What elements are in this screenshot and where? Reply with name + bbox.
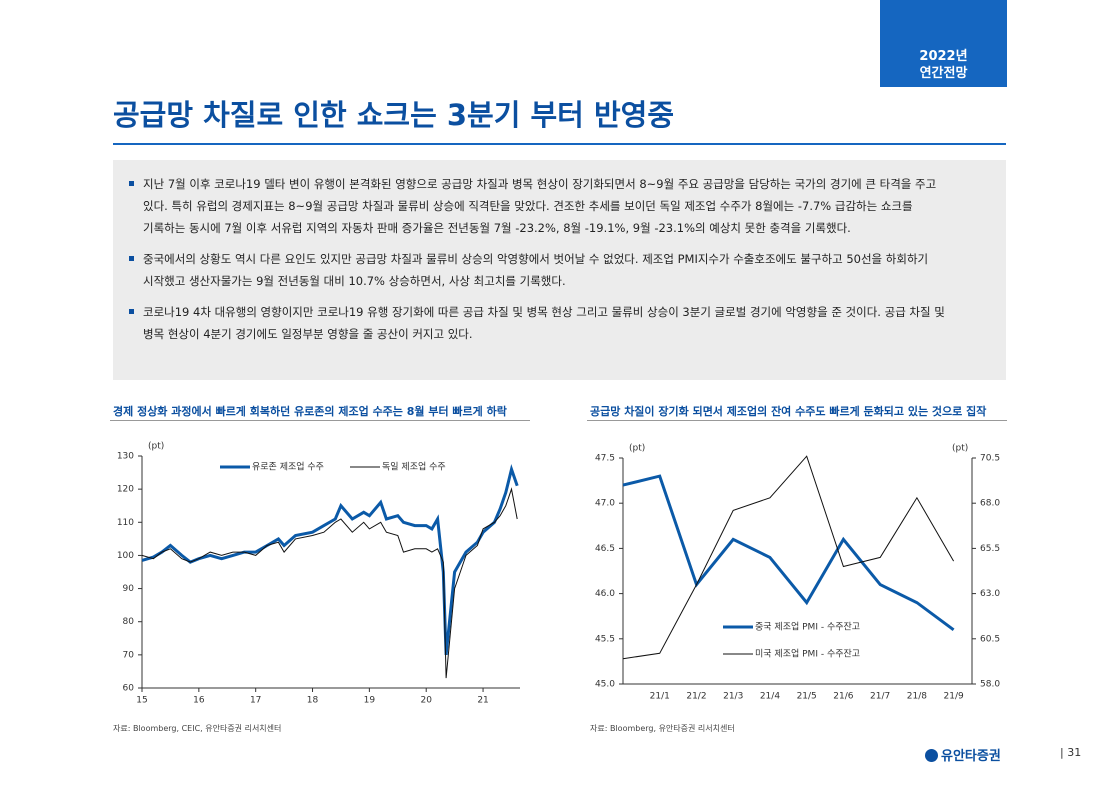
series-line [622,474,955,632]
bullet: 코로나19 4차 대유행의 영향이지만 코로나19 유행 장기화에 따른 공급 … [129,301,1006,345]
x-tick-label: 21/8 [907,692,927,702]
chart: 60 70 80 90 100 110 120 130 (pt) 15 16 17 18 19 20 21 유로… [117,442,520,706]
legend-label: 미국 제조업 PMI - 수주잔고 [755,649,860,660]
series-line [141,487,518,679]
bullet: 지난 7월 이후 코로나19 델타 변이 유행이 본격화된 영향으로 공급망 차… [129,173,1006,239]
unit: (pt) [952,444,968,454]
y-tick-label: 47.5 [595,454,615,464]
source: 자료: Bloomberg, 유안타증권 리서치센터 [590,724,735,733]
unit: (pt) [148,442,164,452]
y2-tick-label: 58.0 [980,680,1000,690]
bullet-line: 병목 현상이 4분기 경기에도 일정부분 영향을 줄 공산이 커지고 있다. [143,327,473,341]
x-tick-label: 21/1 [650,692,670,702]
x-tick-label: 17 [250,696,261,706]
y-tick-label: 46.0 [595,589,615,599]
bullet-line: 코로나19 4차 대유행의 영향이지만 코로나19 유행 장기화에 따른 공급 … [143,305,945,319]
legend-label: 중국 제조업 PMI - 수주잔고 [755,622,860,633]
x-tick-label: 21/5 [797,692,817,702]
chart: 45.0 45.5 46.0 46.5 47.0 47.5 58.0 60.5 63.0 65.5… [595,444,1000,702]
rule [110,420,530,421]
y-tick-label: 80 [123,617,135,627]
page-num: 31 [1067,746,1082,759]
x-tick-label: 20 [420,696,432,706]
x-tick-label: 16 [193,696,205,706]
x-tick-label: 21/6 [833,692,853,702]
y2-tick-label: 70.5 [980,454,1000,464]
bullet-line: 지난 7월 이후 코로나19 델타 변이 유행이 본격화된 영향으로 공급망 차… [143,177,937,191]
x-tick-label: 21/2 [686,692,706,702]
y-tick-label: 45.5 [595,634,615,644]
x-tick-label: 21 [477,696,488,706]
y-tick-label: 110 [117,518,134,528]
y2-tick-label: 63.0 [980,589,1000,599]
y-tick-label: 130 [117,452,134,462]
x-tick-label: 21/9 [944,692,964,702]
y-tick-label: 45.0 [595,680,615,690]
y-tick-label: 46.5 [595,544,615,554]
x-tick-label: 18 [307,696,319,706]
y-tick-label: 60 [123,684,135,694]
bullet-line: 기록하는 동시에 7월 이후 서유럽 지역의 자동차 판매 증가율은 전년동월 … [143,221,851,235]
bullet: 중국에서의 상황도 역시 다른 요인도 있지만 공급망 차질과 물류비 상승의 … [129,248,1006,292]
bullet-line: 있다. 특히 유럽의 경제지표는 8~9월 공급망 차질과 물류비 상승에 직격… [143,199,913,213]
y-tick-label: 120 [117,485,134,495]
y2-tick-label: 60.5 [980,634,1000,644]
x-tick-label: 15 [136,696,147,706]
legend-label: 유로존 제조업 수주 [252,462,324,473]
brand-name: 유안타증권 [941,749,1001,764]
tag-line: 2022년 [919,49,968,64]
rule [587,420,1007,421]
page-title: 공급망 차질로 인한 쇼크는 3분기 부터 반영중 [113,98,674,132]
series-line [622,455,955,660]
x-tick-label: 21/3 [723,692,743,702]
chart-title: 경제 정상화 과정에서 빠르게 회복하던 유로존의 제조업 수주는 8월 부터 … [113,405,507,418]
y2-tick-label: 65.5 [980,544,1000,554]
summary-box: 지난 7월 이후 코로나19 델타 변이 유행이 본격화된 영향으로 공급망 차… [113,160,1006,380]
y-tick-label: 47.0 [595,499,615,509]
tag-line: 연간전망 [919,66,968,81]
page-number: | 31 [1060,746,1082,759]
legend-label: 독일 제조업 수주 [382,462,446,473]
unit: (pt) [629,444,645,454]
y2-tick-label: 68.0 [980,499,1000,509]
y-tick-label: 90 [123,584,135,594]
bullet-line: 중국에서의 상황도 역시 다른 요인도 있지만 공급망 차질과 물류비 상승의 … [143,252,929,266]
y-tick-label: 100 [117,551,134,561]
series-line [141,464,519,656]
title-rule [113,143,1006,145]
chart-title: 공급망 차질이 장기화 되면서 제조업의 잔여 수주도 빠르게 둔화되고 있는 … [590,405,987,418]
x-tick-label: 21/7 [870,692,890,702]
y-tick-label: 70 [123,650,135,660]
x-tick-label: 19 [364,696,376,706]
source: 자료: Bloomberg, CEIC, 유안타증권 리서치센터 [113,724,282,733]
brand: 유안타증권 [925,745,1001,764]
x-tick-label: 21/4 [760,692,780,702]
bullet-line: 시작했고 생산자물가는 9월 전년동월 대비 10.7% 상승하면서, 사상 최… [143,274,566,288]
